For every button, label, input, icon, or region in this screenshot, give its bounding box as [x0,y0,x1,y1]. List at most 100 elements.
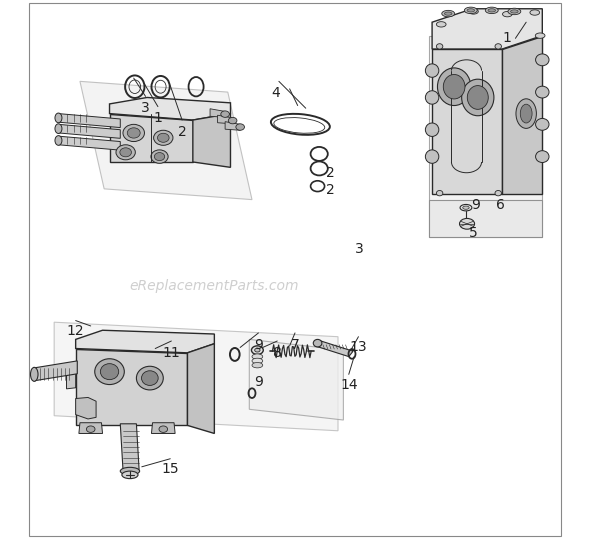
Polygon shape [193,114,231,167]
Ellipse shape [100,364,119,379]
Ellipse shape [495,190,502,196]
Ellipse shape [252,358,263,364]
Ellipse shape [530,10,540,15]
Ellipse shape [437,190,443,196]
Polygon shape [76,397,96,419]
Ellipse shape [159,426,168,432]
Polygon shape [34,361,77,381]
Ellipse shape [55,113,62,123]
Polygon shape [120,424,139,469]
Ellipse shape [495,44,502,49]
Ellipse shape [55,136,62,146]
Polygon shape [110,98,231,120]
Ellipse shape [425,64,439,77]
Text: 4: 4 [272,86,281,100]
Polygon shape [210,109,225,118]
Ellipse shape [437,68,471,106]
Ellipse shape [95,359,124,384]
Ellipse shape [153,130,173,146]
Ellipse shape [443,74,465,99]
Ellipse shape [236,124,244,130]
Polygon shape [432,9,542,49]
Polygon shape [188,344,214,433]
Polygon shape [218,115,232,124]
Text: 11: 11 [162,346,180,360]
Polygon shape [67,371,76,389]
Ellipse shape [536,54,549,66]
Polygon shape [315,341,353,357]
Text: 6: 6 [496,198,506,212]
Ellipse shape [120,467,140,475]
Ellipse shape [516,99,536,128]
Ellipse shape [255,348,260,352]
Polygon shape [80,81,252,199]
Ellipse shape [488,9,496,12]
Text: 7: 7 [291,338,299,352]
Ellipse shape [463,206,469,209]
Ellipse shape [536,151,549,163]
Polygon shape [54,322,338,431]
Ellipse shape [86,426,95,432]
Text: 2: 2 [326,183,335,197]
Ellipse shape [535,33,545,38]
Polygon shape [502,36,542,194]
Text: 2: 2 [326,165,335,179]
Text: 13: 13 [350,341,367,355]
Ellipse shape [127,128,140,138]
Ellipse shape [510,10,518,13]
Ellipse shape [313,340,322,347]
Ellipse shape [442,10,455,17]
Polygon shape [76,330,214,353]
Ellipse shape [486,7,498,13]
Ellipse shape [467,86,489,109]
Ellipse shape [55,124,62,134]
Ellipse shape [151,150,168,163]
Polygon shape [250,340,343,420]
Ellipse shape [116,145,135,160]
Polygon shape [430,36,542,237]
Text: 3: 3 [355,242,364,256]
Text: 1: 1 [153,111,162,125]
Text: 5: 5 [469,226,478,240]
Ellipse shape [123,125,145,142]
Ellipse shape [464,7,477,13]
Ellipse shape [155,153,165,161]
Polygon shape [152,423,175,433]
Ellipse shape [252,354,263,360]
Text: 15: 15 [162,462,179,476]
Ellipse shape [142,371,158,385]
Ellipse shape [158,133,169,142]
Ellipse shape [120,148,132,157]
Ellipse shape [536,119,549,130]
Text: 12: 12 [67,324,84,338]
Text: 8: 8 [273,346,281,360]
Text: 14: 14 [340,378,358,392]
Text: eReplacementParts.com: eReplacementParts.com [130,279,299,293]
Ellipse shape [31,368,38,381]
Ellipse shape [425,123,439,136]
Ellipse shape [508,8,521,15]
Ellipse shape [228,118,237,124]
Ellipse shape [437,22,446,27]
Ellipse shape [461,79,494,116]
Ellipse shape [444,12,452,15]
Polygon shape [58,114,120,128]
Polygon shape [76,349,188,425]
Polygon shape [79,423,103,433]
Polygon shape [432,49,502,194]
Polygon shape [110,114,193,162]
Ellipse shape [425,91,439,104]
Text: 1: 1 [503,31,512,45]
Polygon shape [430,199,542,237]
Text: 9: 9 [471,198,480,212]
Ellipse shape [503,11,512,17]
Text: 9: 9 [254,375,263,389]
Ellipse shape [467,9,474,12]
Ellipse shape [468,9,478,14]
Ellipse shape [520,104,532,123]
Polygon shape [58,136,120,150]
Polygon shape [225,122,240,130]
Ellipse shape [460,204,472,211]
Ellipse shape [122,471,138,479]
Ellipse shape [251,346,263,355]
